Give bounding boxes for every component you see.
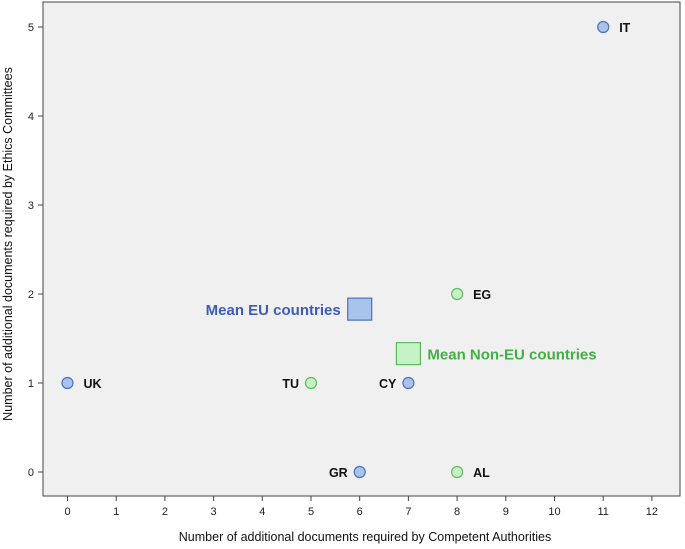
x-tick-label: 4 (259, 506, 265, 518)
mean-noneu-marker (395, 342, 421, 366)
mean-noneu-label: Mean Non-EU countries (427, 347, 596, 364)
x-axis-title: Number of additional documents required … (179, 530, 551, 544)
point-tu (304, 376, 318, 390)
point-gr (353, 465, 366, 479)
point-label-gr: GR (329, 466, 348, 480)
mean-eu-label: Mean EU countries (206, 302, 341, 319)
point-label-tu: TU (282, 377, 299, 391)
x-axis: 0 1 2 3 4 5 6 7 8 9 10 11 12 (64, 496, 658, 518)
point-label-eg: EG (473, 288, 491, 302)
y-tick-label: 5 (28, 22, 34, 34)
y-tick-label: 1 (28, 378, 34, 390)
point-cy (402, 376, 415, 390)
x-tick-label: 12 (646, 506, 658, 518)
y-tick-label: 4 (28, 111, 34, 123)
x-tick-label: 6 (357, 506, 363, 518)
point-eg (451, 287, 464, 301)
y-tick-label: 0 (28, 467, 34, 479)
y-axis: 0 1 2 3 4 5 (28, 22, 43, 479)
x-tick-label: 1 (113, 506, 119, 518)
mean-eu-marker (347, 297, 373, 321)
point-uk (61, 376, 74, 390)
point-al (451, 465, 464, 479)
x-tick-label: 10 (548, 506, 560, 518)
x-tick-label: 8 (454, 506, 460, 518)
x-tick-label: 7 (405, 506, 411, 518)
data-marks: Mean EU countries Mean Non-EU countries IT… (61, 20, 631, 480)
point-it (597, 20, 610, 34)
point-label-al: AL (473, 466, 490, 480)
point-label-uk: UK (84, 377, 102, 391)
x-tick-label: 5 (308, 506, 314, 518)
x-tick-label: 3 (211, 506, 217, 518)
y-tick-label: 3 (28, 200, 34, 212)
point-label-it: IT (619, 21, 630, 35)
x-tick-label: 11 (597, 506, 608, 518)
plot-area (42, 1, 681, 497)
x-tick-label: 9 (503, 506, 509, 518)
point-label-cy: CY (379, 377, 397, 391)
y-axis-title: Number of additional documents required … (1, 67, 15, 421)
y-tick-label: 2 (28, 289, 34, 301)
x-tick-label: 2 (162, 506, 168, 518)
x-tick-label: 0 (64, 506, 70, 518)
